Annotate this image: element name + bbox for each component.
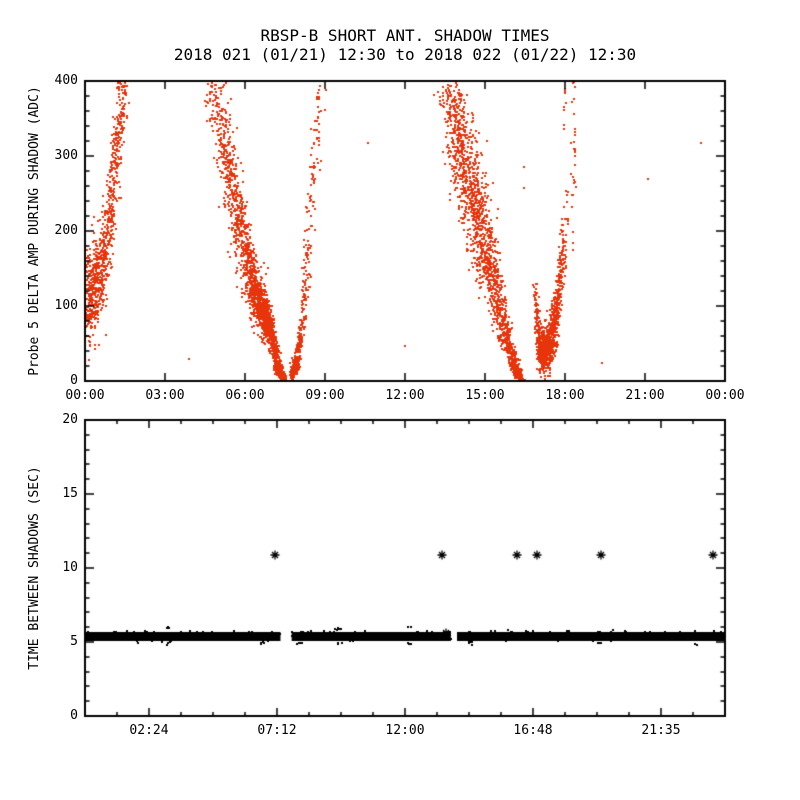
x-tick-label: 00:00 <box>705 388 745 403</box>
y-tick-label: 200 <box>54 223 78 238</box>
y-tick-label: 20 <box>62 412 78 427</box>
y-tick-label: 10 <box>62 560 78 575</box>
y-tick-label: 0 <box>70 373 78 388</box>
x-tick-label: 21:00 <box>625 388 665 403</box>
x-tick-label: 16:48 <box>513 723 553 738</box>
y-tick-label: 100 <box>54 298 78 313</box>
chart-subtitle: 2018 021 (01/21) 12:30 to 2018 022 (01/2… <box>173 45 637 64</box>
y-tick-label: 0 <box>70 708 78 723</box>
x-tick-label: 18:00 <box>545 388 585 403</box>
x-tick-label: 06:00 <box>225 388 265 403</box>
x-tick-label: 15:00 <box>465 388 505 403</box>
bottom-panel-y-axis-label: TIME BETWEEN SHADOWS (SEC) <box>27 466 42 670</box>
x-tick-label: 21:35 <box>641 723 681 738</box>
y-tick-label: 400 <box>54 73 78 88</box>
y-tick-label: 5 <box>70 634 78 649</box>
x-tick-label: 12:00 <box>385 388 425 403</box>
x-tick-label: 07:12 <box>257 723 297 738</box>
y-tick-label: 15 <box>62 486 78 501</box>
x-tick-label: 00:00 <box>65 388 105 403</box>
x-tick-label: 03:00 <box>145 388 185 403</box>
x-tick-label: 09:00 <box>305 388 345 403</box>
chart-title: RBSP-B SHORT ANT. SHADOW TIMES <box>260 26 550 45</box>
x-tick-label: 12:00 <box>385 723 425 738</box>
x-tick-label: 02:24 <box>129 723 169 738</box>
y-tick-label: 300 <box>54 148 78 163</box>
